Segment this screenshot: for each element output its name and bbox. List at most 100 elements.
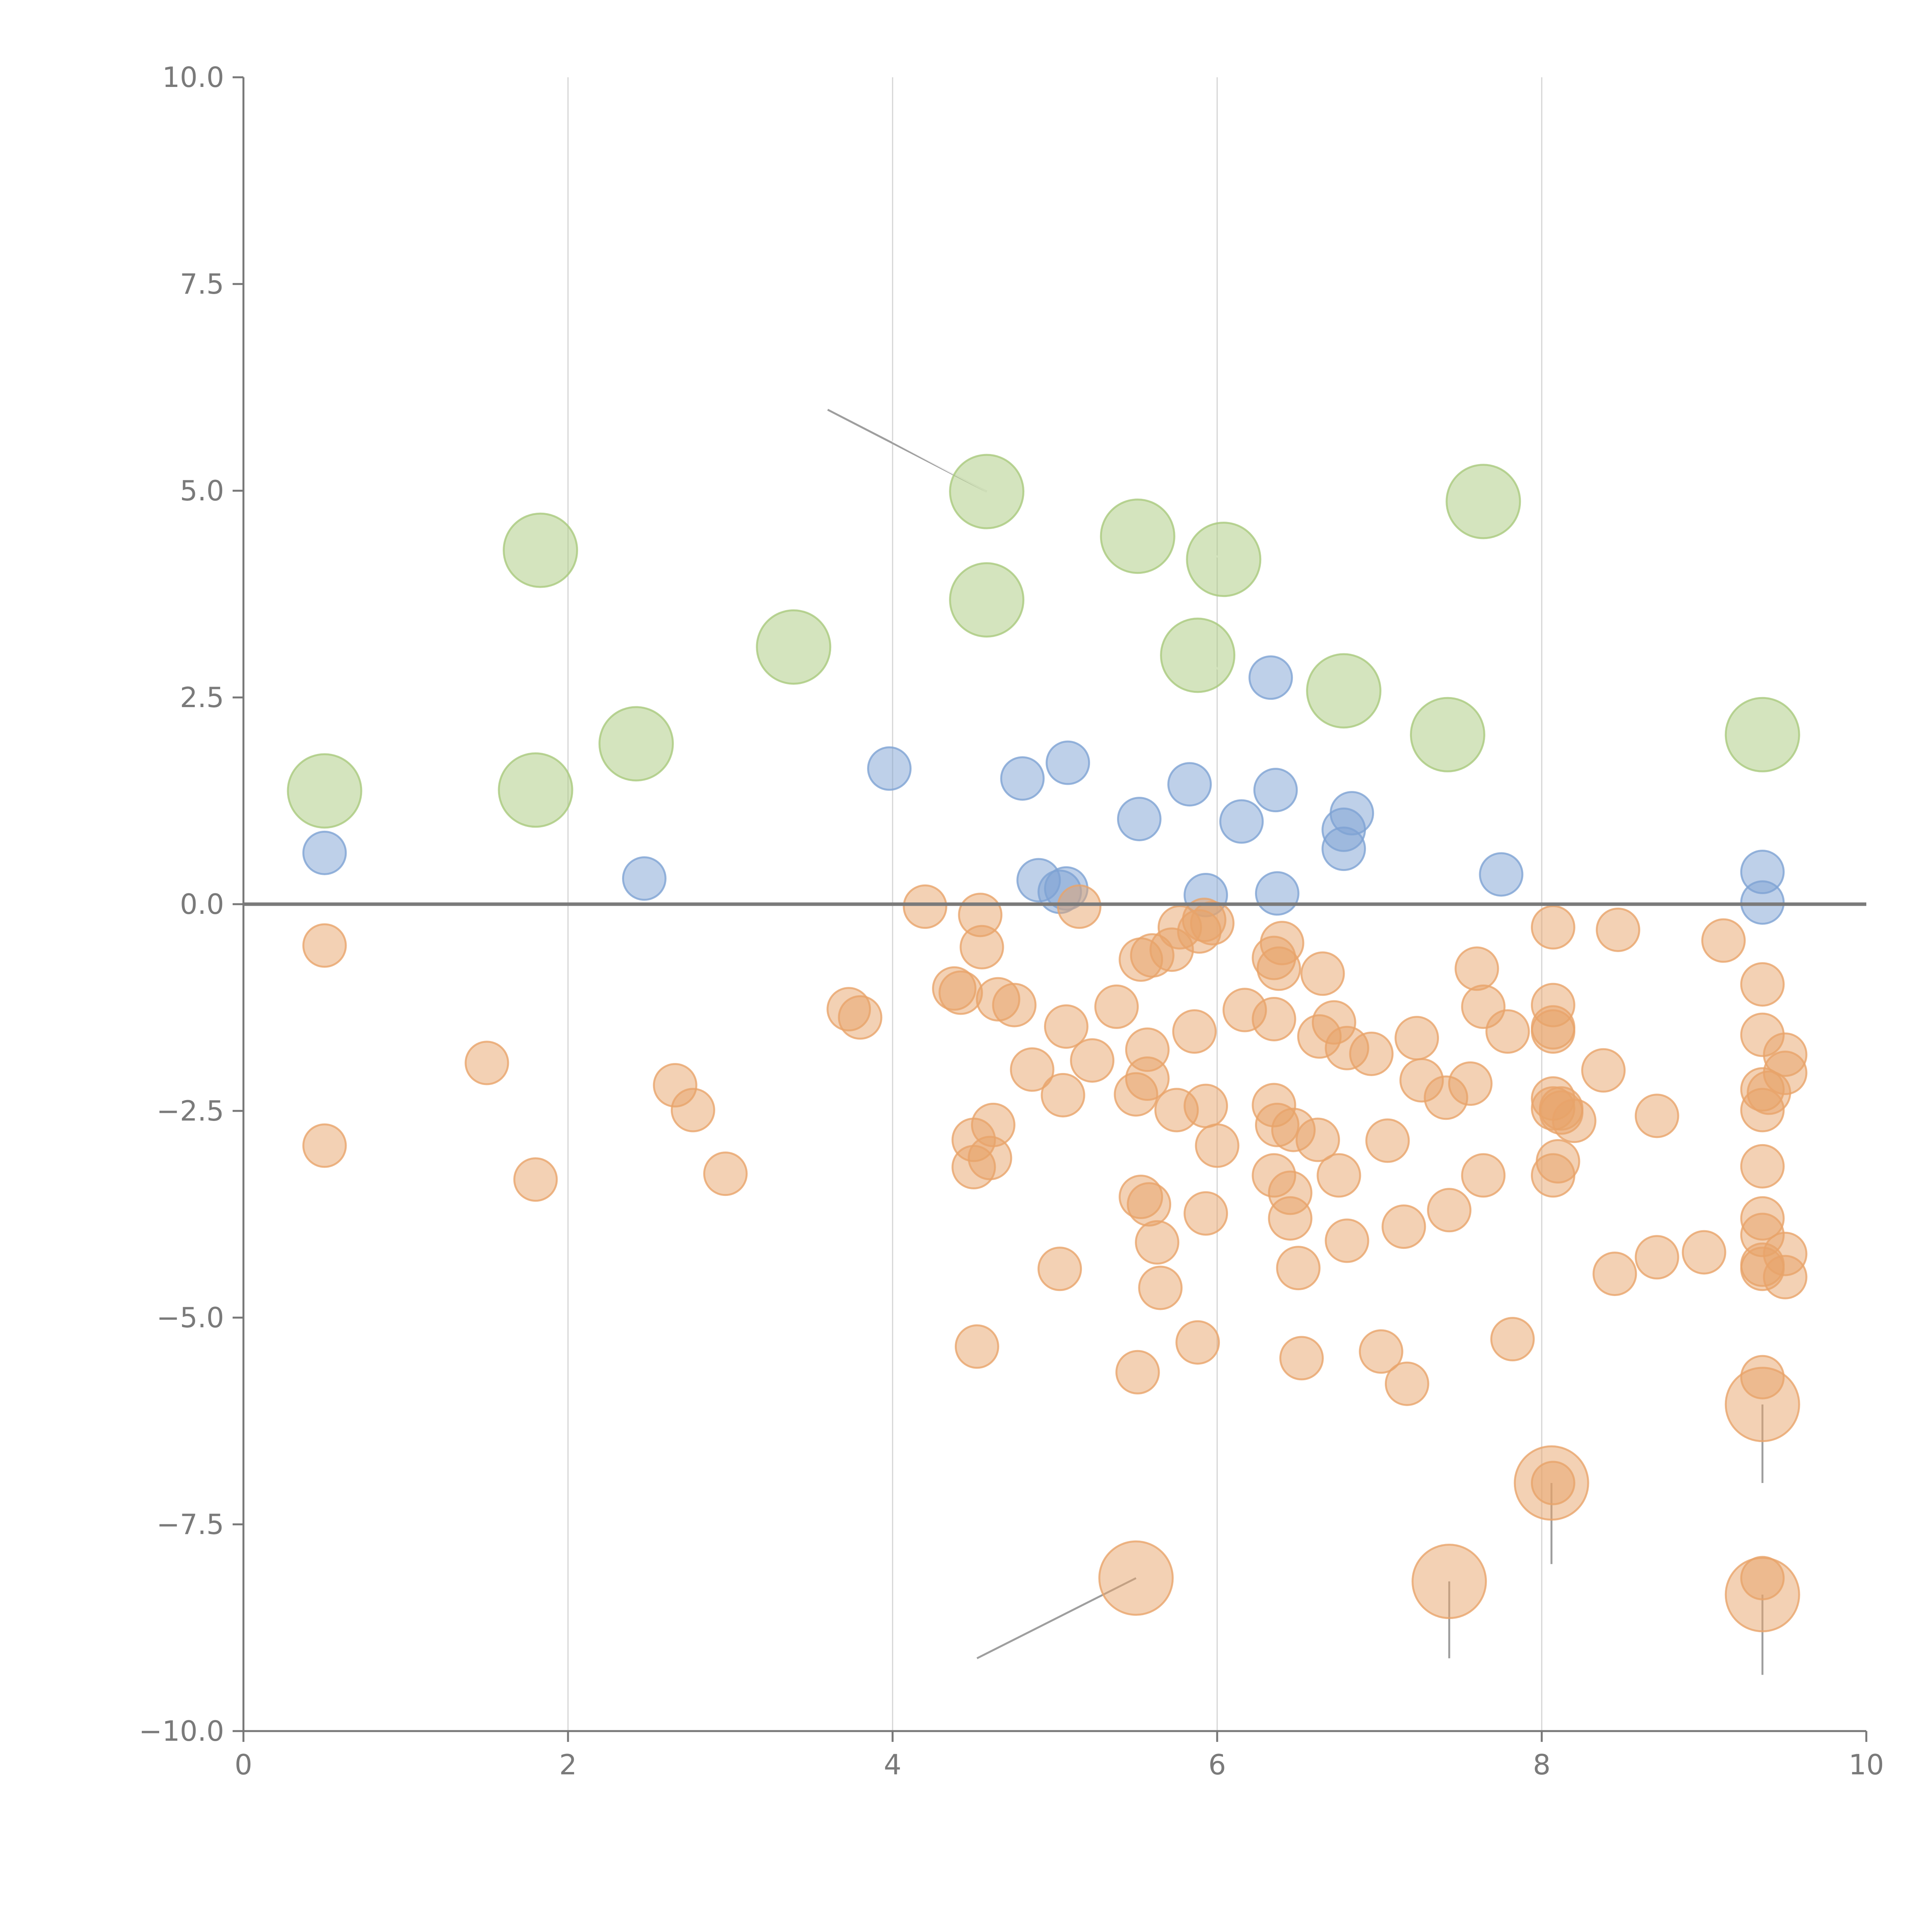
orange-point <box>302 1123 347 1168</box>
y-tick-label: 2.5 <box>180 681 224 714</box>
x-tick-label: 10 <box>1849 1748 1884 1781</box>
green-point <box>1160 617 1236 693</box>
x-tick-label: 6 <box>1208 1748 1226 1781</box>
orange-point <box>1592 1252 1637 1296</box>
orange-point <box>1010 1047 1054 1092</box>
orange-point <box>1682 1230 1726 1275</box>
orange-point <box>1427 1188 1472 1233</box>
y-tick-label: 5.0 <box>180 474 224 507</box>
green-point <box>1306 653 1382 729</box>
orange-point <box>1349 1031 1394 1076</box>
orange-point <box>1300 951 1345 996</box>
orange-large-point <box>1725 1557 1800 1633</box>
orange-point <box>903 884 947 929</box>
orange-point <box>838 995 883 1040</box>
orange-point <box>959 925 1004 969</box>
y-tick-label: 10.0 <box>162 61 224 94</box>
blue-point <box>867 746 912 791</box>
orange-point <box>1395 1016 1439 1061</box>
orange-point <box>1595 907 1640 952</box>
blue-point <box>302 830 347 875</box>
green-point <box>598 706 674 782</box>
orange-point <box>1552 1099 1597 1143</box>
orange-point <box>1195 1123 1240 1168</box>
orange-point <box>1279 1336 1324 1381</box>
orange-large-point <box>1098 1540 1174 1616</box>
orange-point <box>464 1041 509 1085</box>
orange-point <box>1536 1139 1580 1184</box>
y-tick-label: −7.5 <box>156 1508 224 1541</box>
blue-point <box>1330 791 1374 836</box>
x-tick-label: 8 <box>1533 1748 1551 1781</box>
green-point <box>1410 697 1485 772</box>
orange-point <box>1316 1153 1361 1198</box>
green-point <box>287 753 362 829</box>
orange-point <box>1448 1061 1493 1106</box>
orange-point <box>1763 1255 1808 1299</box>
blue-point <box>1000 756 1045 801</box>
orange-point <box>1295 1117 1340 1162</box>
green-point <box>498 752 573 828</box>
orange-point <box>1381 1204 1426 1249</box>
orange-point <box>703 1151 748 1196</box>
orange-point <box>1057 884 1102 929</box>
orange-point <box>1268 1196 1313 1241</box>
orange-point <box>1135 1220 1180 1265</box>
orange-point <box>1037 1247 1082 1291</box>
orange-point <box>971 1102 1015 1147</box>
orange-point <box>1740 1144 1785 1189</box>
y-tick-label: −2.5 <box>156 1095 224 1127</box>
orange-point <box>513 1157 558 1202</box>
green-point <box>1100 498 1175 574</box>
orange-point <box>1490 1317 1535 1362</box>
orange-point <box>1184 1191 1228 1236</box>
orange-point <box>1531 1009 1575 1054</box>
orange-point <box>1634 1094 1679 1138</box>
blue-point <box>1255 871 1299 916</box>
orange-large-point <box>1514 1445 1589 1521</box>
orange-point <box>1260 921 1304 966</box>
blue-point <box>622 856 667 901</box>
x-tick-label: 2 <box>559 1748 577 1781</box>
orange-point <box>1359 1329 1403 1374</box>
orange-point <box>302 923 347 968</box>
orange-point <box>1115 1350 1160 1395</box>
y-tick-label: 0.0 <box>180 888 224 920</box>
green-point <box>1446 464 1521 539</box>
orange-point <box>1138 1265 1183 1310</box>
blue-point <box>1046 740 1090 785</box>
orange-point <box>1384 1361 1429 1406</box>
green-point <box>1186 522 1262 597</box>
orange-point <box>1190 901 1235 946</box>
blue-point <box>1253 768 1298 813</box>
y-tick-label: −10.0 <box>139 1715 224 1747</box>
orange-point <box>1454 946 1499 991</box>
orange-point <box>1127 1182 1172 1227</box>
orange-point <box>1041 1073 1085 1117</box>
orange-point <box>1763 1051 1808 1095</box>
orange-point <box>670 1088 715 1133</box>
orange-point <box>1740 962 1785 1007</box>
blue-point <box>1248 655 1293 700</box>
orange-point <box>1485 1009 1530 1054</box>
data-points <box>243 454 1866 1633</box>
green-point <box>1725 697 1800 772</box>
blue-point <box>1479 852 1524 897</box>
y-tick-label: −5.0 <box>156 1301 224 1334</box>
orange-point <box>1531 905 1575 950</box>
orange-point <box>1276 1246 1321 1291</box>
green-point <box>756 609 832 685</box>
orange-point <box>1252 997 1296 1041</box>
orange-point <box>992 983 1037 1027</box>
green-point <box>503 512 578 588</box>
blue-point <box>1167 762 1212 807</box>
orange-point <box>954 1324 999 1369</box>
orange-large-point <box>1412 1544 1487 1619</box>
orange-point <box>1634 1235 1679 1280</box>
y-tick-label: 7.5 <box>180 268 224 300</box>
green-point <box>949 562 1025 638</box>
orange-point <box>1175 1320 1220 1365</box>
orange-point <box>1365 1118 1410 1163</box>
orange-large-point <box>1725 1367 1800 1442</box>
